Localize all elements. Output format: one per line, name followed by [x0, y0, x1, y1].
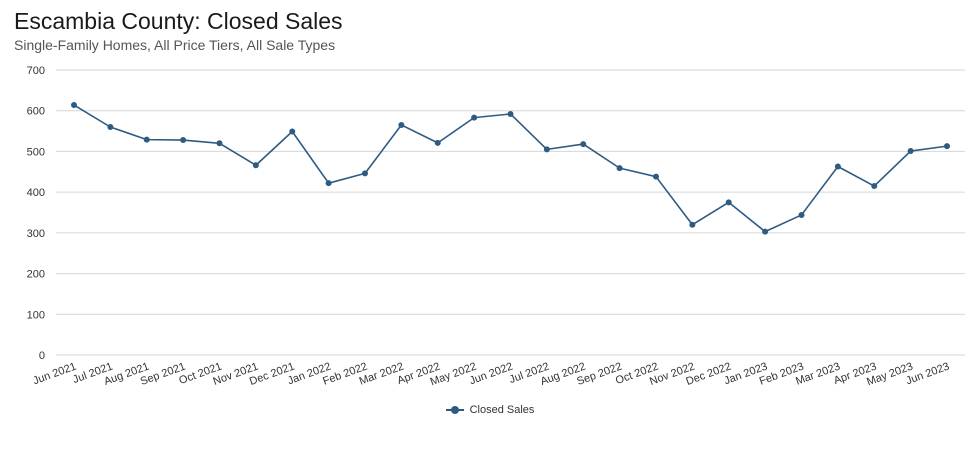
legend-swatch — [445, 405, 464, 415]
y-tick-label: 300 — [27, 228, 45, 240]
data-point[interactable] — [725, 199, 732, 206]
data-point[interactable] — [580, 141, 587, 148]
data-point[interactable] — [653, 173, 659, 180]
data-point[interactable] — [689, 221, 696, 228]
series-closed-sales — [71, 102, 950, 235]
data-point[interactable] — [107, 124, 114, 130]
y-tick-label: 200 — [27, 269, 45, 281]
data-point[interactable] — [71, 102, 77, 109]
data-point[interactable] — [434, 139, 441, 146]
gridlines — [56, 69, 965, 356]
legend: Closed Sales — [0, 404, 980, 418]
chart-subtitle: Single-Family Homes, All Price Tiers, Al… — [14, 37, 336, 53]
data-point[interactable] — [944, 143, 950, 150]
data-point[interactable] — [398, 121, 405, 128]
data-point[interactable] — [362, 170, 368, 177]
y-tick-label: 400 — [27, 187, 45, 199]
legend-label: Closed Sales — [469, 404, 535, 416]
data-point[interactable] — [325, 180, 332, 187]
y-axis-ticks: 0 100 200 300 400 500 600 700 — [27, 65, 45, 362]
data-point[interactable] — [252, 162, 259, 169]
y-tick-label: 100 — [27, 309, 45, 321]
y-tick-label: 700 — [27, 65, 45, 77]
chart-title: Escambia County: Closed Sales — [14, 8, 343, 34]
data-point[interactable] — [216, 140, 223, 147]
data-point[interactable] — [543, 146, 550, 153]
data-point[interactable] — [289, 128, 296, 135]
y-tick-label: 600 — [27, 106, 45, 118]
data-point[interactable] — [798, 211, 805, 218]
legend-item-closed-sales[interactable]: Closed Sales — [445, 404, 535, 416]
data-point[interactable] — [507, 110, 514, 117]
data-point[interactable] — [616, 165, 623, 172]
data-point[interactable] — [180, 137, 187, 144]
y-tick-label: 500 — [27, 146, 45, 158]
data-point[interactable] — [471, 114, 478, 121]
data-point[interactable] — [762, 228, 769, 235]
data-point[interactable] — [834, 163, 841, 170]
data-point[interactable] — [143, 136, 150, 143]
series-line — [73, 104, 948, 233]
y-tick-label: 0 — [39, 350, 45, 362]
data-point[interactable] — [907, 148, 914, 155]
data-point[interactable] — [871, 183, 878, 190]
